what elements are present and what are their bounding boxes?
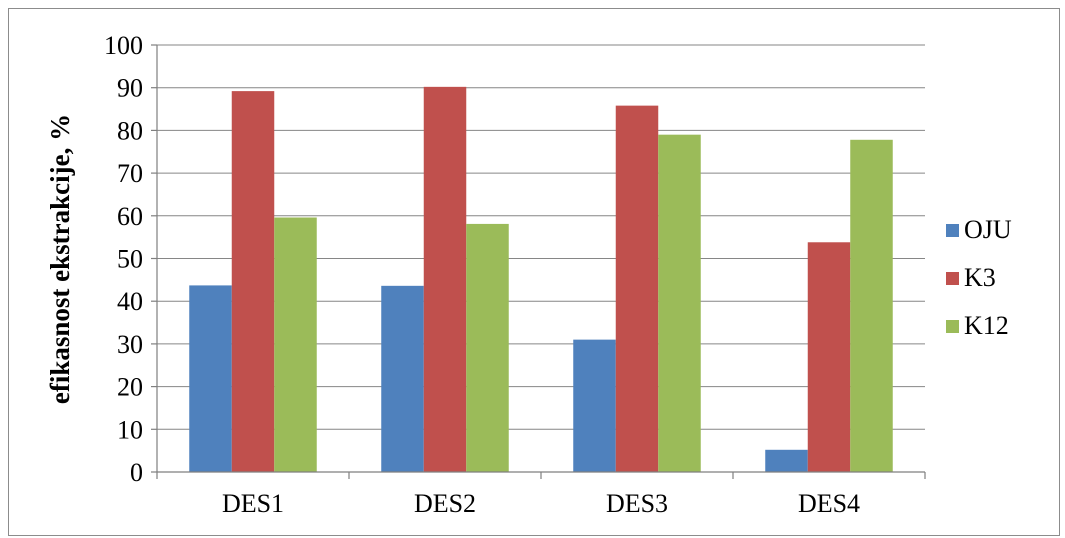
y-tick-label: 30 bbox=[117, 330, 143, 359]
bar-K3-DES3 bbox=[615, 105, 659, 472]
bars bbox=[189, 86, 893, 473]
legend-swatch-K12 bbox=[946, 320, 959, 333]
bar-OJU-DES2 bbox=[381, 285, 424, 472]
bar-K3-DES1 bbox=[231, 91, 275, 472]
y-tick-label: 90 bbox=[117, 74, 143, 103]
bar-OJU-DES1 bbox=[189, 285, 232, 472]
y-tick-label: 100 bbox=[104, 31, 143, 60]
bar-K12-DES3 bbox=[658, 134, 701, 473]
y-tick-label: 40 bbox=[117, 287, 143, 316]
y-tick-labels: 0 10 20 30 40 50 60 70 80 90 100 bbox=[104, 31, 143, 487]
y-tick-label: 60 bbox=[117, 202, 143, 231]
y-axis-title: efikasnost ekstrakcije, % bbox=[45, 114, 75, 404]
bar-OJU-DES3 bbox=[573, 339, 616, 472]
legend-label-K3: K3 bbox=[964, 263, 996, 292]
y-tick-label: 50 bbox=[117, 245, 143, 274]
legend-swatch-K3 bbox=[946, 272, 959, 285]
bar-K3-DES4 bbox=[807, 242, 851, 472]
y-tick-label: 70 bbox=[117, 159, 143, 188]
x-tick-labels: DES1 DES2 DES3 DES4 bbox=[222, 489, 860, 518]
legend-label-OJU: OJU bbox=[964, 215, 1012, 244]
y-tick-label: 0 bbox=[130, 458, 143, 487]
legend-label-K12: K12 bbox=[964, 311, 1009, 340]
legend-swatch-OJU bbox=[946, 224, 959, 237]
x-tick-label: DES2 bbox=[414, 489, 476, 518]
bar-K12-DES1 bbox=[274, 217, 317, 472]
x-tick-label: DES4 bbox=[798, 489, 860, 518]
y-tick-label: 80 bbox=[117, 116, 143, 145]
x-tick-label: DES3 bbox=[606, 489, 668, 518]
legend: OJU K3 K12 bbox=[946, 215, 1012, 340]
x-tick-label: DES1 bbox=[222, 489, 284, 518]
bar-OJU-DES4 bbox=[765, 449, 808, 472]
y-tick-label: 10 bbox=[117, 415, 143, 444]
bar-K3-DES2 bbox=[423, 86, 467, 472]
bar-K12-DES2 bbox=[466, 223, 509, 472]
y-tick-label: 20 bbox=[117, 373, 143, 402]
axes bbox=[156, 45, 925, 473]
bar-K12-DES4 bbox=[850, 139, 893, 472]
